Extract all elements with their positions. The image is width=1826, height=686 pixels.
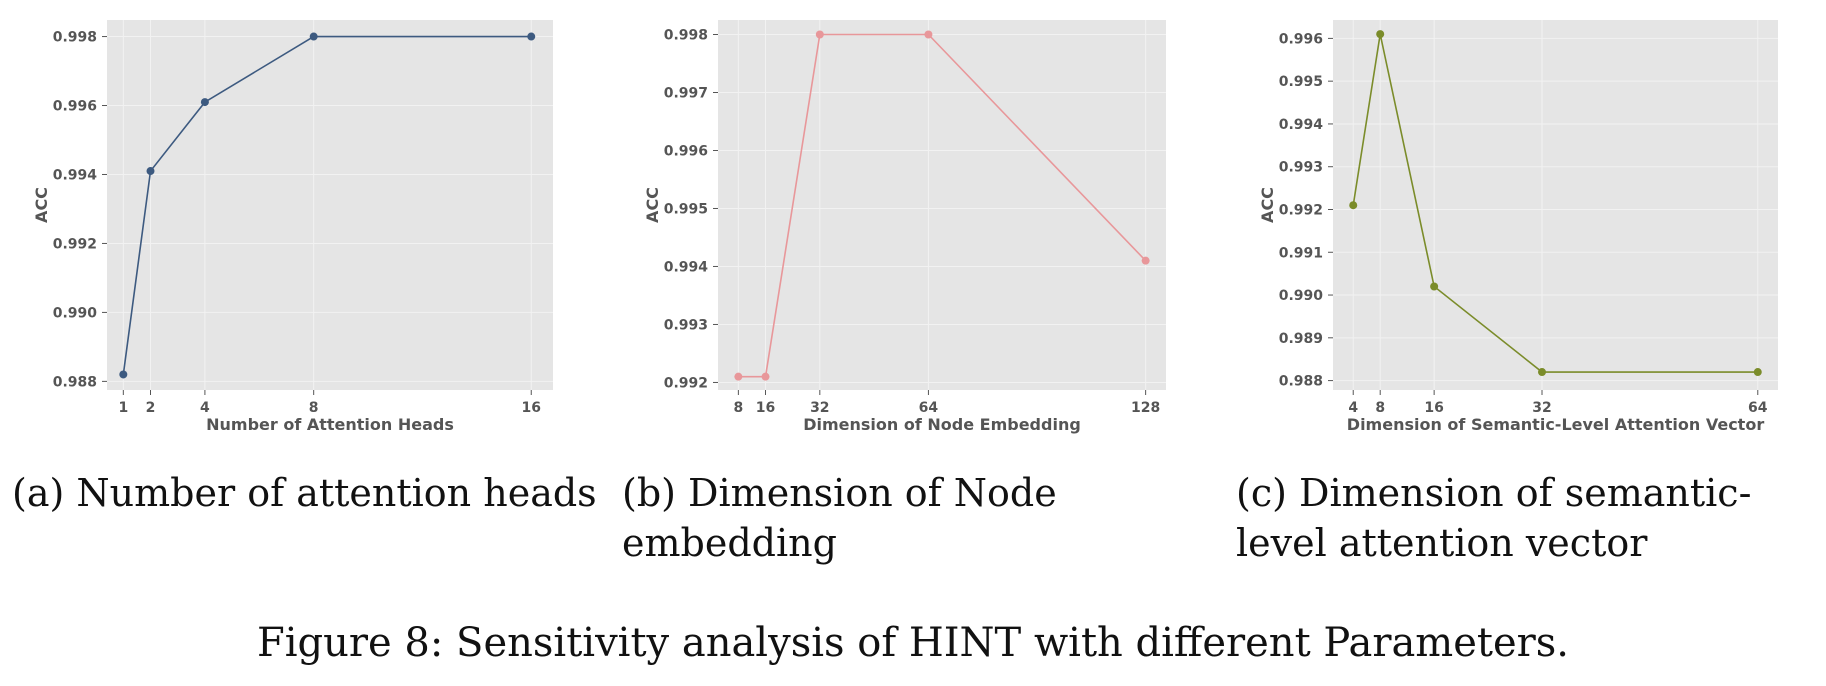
y-tick-label: 0.996 [1279,31,1323,47]
data-point [146,167,155,176]
y-tick-label: 0.998 [664,27,708,43]
x-tick-label: 4 [200,400,210,416]
x-tick-label: 64 [919,400,939,416]
x-axis-label: Dimension of Semantic-Level Attention Ve… [1347,415,1765,434]
chart-panel-b: 0.992 0.993 0.994 0.995 0.996 0.997 0.998 8 16 32… [643,20,1166,434]
y-tick-label: 0.994 [53,167,98,183]
x-axis-label: Dimension of Node Embedding [803,415,1081,434]
data-point [815,30,824,39]
x-tick-label: 16 [756,400,775,416]
x-tick-label: 128 [1131,400,1160,416]
chart-panel-c: 0.988 0.989 0.990 0.991 0.992 0.993 0.994 0.995… [1258,20,1778,434]
figure-caption: Figure 8: Sensitivity analysis of HINT w… [256,620,1569,666]
y-tick-label: 0.992 [664,375,708,391]
y-tick-label: 0.991 [1279,245,1323,261]
data-point [1376,30,1385,39]
plot-background [107,20,553,390]
caption-b: (b) Dimension of Node embedding [622,471,1057,565]
plot-background [1333,20,1778,390]
y-tick-label: 0.995 [664,201,708,217]
x-tick-label: 2 [146,400,156,416]
x-tick-label: 32 [1532,400,1551,416]
data-point [309,32,318,41]
data-point [1538,368,1547,377]
y-axis-label: ACC [643,187,662,223]
data-point [119,370,128,379]
y-tick-label: 0.990 [1279,288,1324,304]
x-tick-label: 16 [1424,400,1443,416]
data-point [1349,201,1358,210]
y-tick-label: 0.996 [664,143,708,159]
x-tick-label: 32 [810,400,829,416]
x-tick-label: 8 [733,400,743,416]
y-tick-label: 0.997 [664,85,708,101]
y-tick-label: 0.988 [53,374,97,390]
caption-a: (a) Number of attention heads [12,471,597,515]
y-tick-label: 0.994 [664,259,709,275]
x-tick-label: 64 [1748,400,1768,416]
data-point [200,98,209,107]
x-tick-label: 8 [309,400,319,416]
data-point [527,32,536,41]
y-tick-label: 0.993 [664,317,708,333]
y-tick-label: 0.990 [53,305,98,321]
y-axis-label: ACC [32,187,51,223]
data-point [1753,368,1762,377]
y-tick-label: 0.992 [53,236,97,252]
y-tick-label: 0.998 [53,30,97,46]
y-tick-label: 0.996 [53,99,97,115]
y-tick-label: 0.989 [1279,331,1323,347]
y-tick-label: 0.995 [1279,74,1323,90]
chart-panel-a: 0.988 0.990 0.992 0.994 0.996 0.998 1 2 4 8 16 Numb… [32,20,553,434]
y-tick-label: 0.994 [1279,117,1324,133]
x-tick-label: 8 [1375,400,1385,416]
y-axis-label: ACC [1258,187,1277,223]
x-axis-label: Number of Attention Heads [206,415,454,434]
y-tick-label: 0.988 [1279,374,1323,390]
caption-c: (c) Dimension of semantic-level attentio… [1236,471,1752,565]
data-point [734,372,743,381]
x-tick-label: 16 [522,400,541,416]
data-point [1141,256,1150,265]
y-tick-label: 0.992 [1279,202,1323,218]
data-point [761,372,770,381]
y-tick-label: 0.993 [1279,160,1323,176]
data-point [924,30,933,39]
x-tick-label: 1 [118,400,128,416]
plot-background [718,20,1166,390]
data-point [1430,282,1439,291]
x-tick-label: 4 [1348,400,1358,416]
